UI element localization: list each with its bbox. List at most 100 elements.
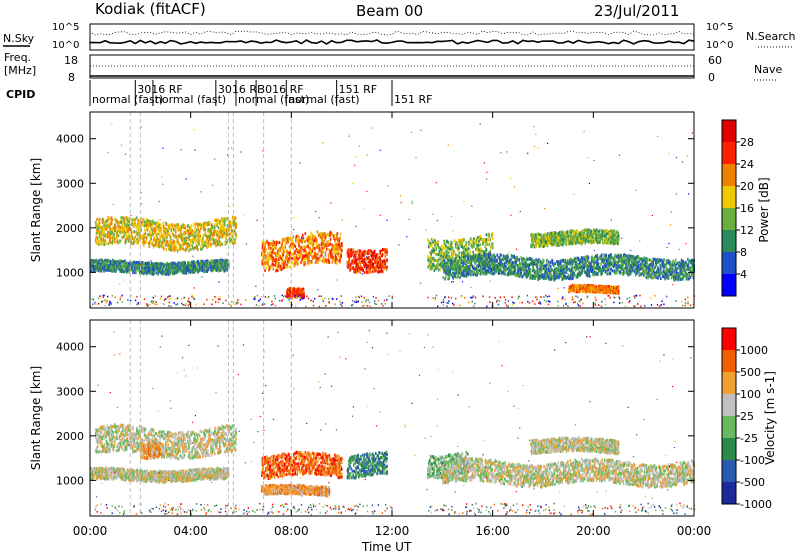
heatmap-cell (121, 224, 124, 228)
heatmap-cell (178, 242, 180, 246)
heatmap-cell (152, 245, 155, 249)
heatmap-cell (189, 234, 191, 237)
heatmap-cell (138, 225, 140, 229)
heatmap-cell (161, 241, 164, 245)
heatmap-cell (489, 238, 492, 242)
heatmap-cell (224, 223, 226, 227)
heatmap-cell (202, 233, 205, 237)
heatmap-cell (134, 220, 136, 224)
heatmap-cell (281, 256, 284, 260)
heatmap-cell (280, 261, 283, 265)
heatmap-cell (106, 233, 108, 237)
heatmap-cell (108, 224, 111, 228)
nave-tick-top: 60 (708, 54, 722, 67)
heatmap-cell (520, 271, 522, 275)
heatmap-cell (350, 248, 353, 252)
heatmap-cell (96, 230, 99, 234)
heatmap-cell (183, 242, 186, 246)
heatmap-cell (451, 241, 453, 245)
heatmap-cell (218, 237, 220, 241)
heatmap-cell (283, 250, 285, 254)
heatmap-cell (172, 242, 174, 246)
heatmap-cell (188, 244, 191, 247)
heatmap-cell (492, 242, 494, 246)
heatmap-cell (384, 255, 387, 259)
heatmap-cell (112, 237, 115, 241)
heatmap-cell (123, 229, 125, 233)
heatmap-cell (106, 218, 108, 222)
cpid-annotation: 151 RF (339, 83, 377, 96)
heatmap-cell (220, 241, 222, 245)
heatmap-cell (200, 247, 202, 251)
heatmap-cell (201, 247, 203, 251)
heatmap-cell (144, 228, 146, 232)
heatmap-cell (182, 247, 185, 251)
heatmap-cell (156, 233, 159, 237)
heatmap-cell (499, 265, 502, 269)
heatmap-cell (221, 217, 224, 221)
heatmap-cell (156, 227, 159, 231)
heatmap-cell (119, 220, 122, 224)
heatmap-cell (186, 245, 189, 249)
heatmap-cell (176, 249, 179, 253)
heatmap-cell (90, 269, 93, 273)
heatmap-cell (172, 248, 174, 251)
heatmap-cell (181, 246, 183, 250)
heatmap-cell (180, 247, 182, 251)
heatmap-cell (443, 251, 446, 255)
heatmap-cell (203, 233, 206, 237)
heatmap-cell (108, 226, 111, 230)
heatmap-cell (217, 243, 220, 246)
heatmap-cell (543, 259, 545, 263)
heatmap-cell (216, 224, 219, 228)
heatmap-cell (204, 227, 207, 231)
heatmap-cell (127, 229, 129, 232)
heatmap-cell (443, 241, 446, 245)
heatmap-cell (488, 252, 490, 256)
cpid-annotation: 3016 RF (137, 83, 182, 96)
heatmap-cell (180, 244, 182, 248)
heatmap-cell (195, 222, 197, 226)
heatmap-cell (310, 231, 312, 235)
heatmap-cell (205, 244, 207, 248)
heatmap-cell (608, 266, 610, 270)
heatmap-cell (100, 226, 102, 230)
heatmap-cell (178, 226, 180, 230)
heatmap-cell (175, 246, 178, 249)
heatmap-cell (125, 239, 127, 243)
heatmap-cell (220, 225, 222, 229)
heatmap-cell (100, 269, 103, 273)
date-title: 23/Jul/2011 (594, 2, 679, 20)
heatmap-cell (281, 243, 283, 247)
heatmap-cell (295, 254, 298, 257)
heatmap-cell (163, 230, 166, 234)
heatmap-cell (108, 218, 110, 222)
heatmap-cell (151, 241, 154, 245)
heatmap-cell (321, 236, 324, 240)
heatmap-cell (356, 249, 359, 253)
heatmap-cell (225, 217, 227, 221)
heatmap-cell (207, 239, 210, 243)
heatmap-cell (324, 251, 327, 255)
heatmap-cell (120, 229, 122, 233)
heatmap-cell (127, 237, 129, 241)
heatmap-cell (513, 256, 515, 260)
heatmap-cell (103, 230, 105, 234)
heatmap-cell (108, 268, 110, 272)
heatmap-cell (111, 241, 113, 244)
heatmap-cell (157, 230, 160, 234)
heatmap-cell (190, 224, 193, 228)
heatmap-cell (490, 254, 493, 258)
heatmap-cell (157, 220, 159, 224)
heatmap-cell (351, 253, 353, 257)
heatmap-cell (203, 221, 206, 225)
heatmap-cell (373, 250, 376, 254)
heatmap-cell (367, 258, 370, 262)
heatmap-cell (124, 227, 126, 231)
heatmap-cell (573, 271, 575, 275)
heatmap-cell (229, 240, 231, 244)
heatmap-cell (113, 240, 116, 244)
heatmap-cell (134, 240, 137, 244)
heatmap-cell (154, 243, 157, 247)
